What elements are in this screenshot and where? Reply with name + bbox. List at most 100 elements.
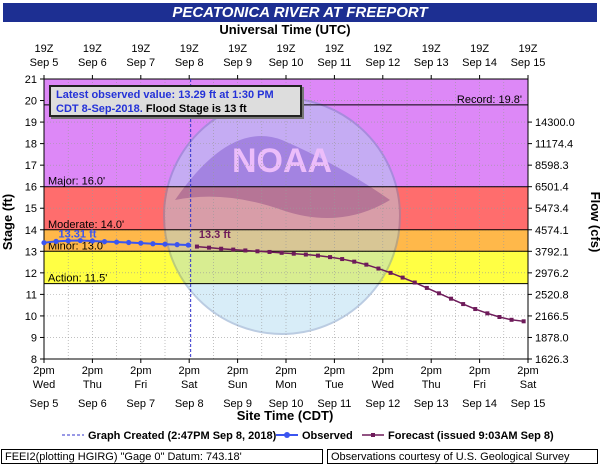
forecast-point [303, 252, 308, 257]
flow-tick-label: 1878.0 [535, 332, 569, 344]
forecast-point [424, 285, 429, 290]
latest-observation-line1: Latest observed value: 13.29 ft at 1:30 … [56, 89, 274, 101]
forecast-point [315, 253, 320, 258]
observed-point [114, 239, 120, 245]
cdt-axis-ticks: 2pm Wed Sep 5 2pm Thu Sep 6 2pm Fri Sep 7 2pm Sat S… [30, 359, 546, 410]
right-axis-label: Flow (cfs) [588, 192, 600, 253]
threshold-label-minor: Minor: 13.0' [48, 240, 105, 252]
forecast-point [243, 248, 248, 253]
observed-series [41, 237, 191, 248]
utc-tick-date: Sep 9 [223, 57, 252, 69]
flow-tick-label: 4574.1 [535, 225, 569, 237]
observed-point [65, 238, 71, 244]
observed-point [53, 238, 59, 244]
forecast-point [340, 257, 345, 262]
flow-tick-label: 3792.1 [535, 246, 569, 258]
utc-tick-date: Sep 11 [317, 57, 351, 69]
legend-forecast-label: Forecast (issued 9:03AM Sep 8) [388, 430, 554, 442]
flow-tick-label: 2520.8 [535, 289, 569, 301]
utc-tick-date: Sep 13 [414, 57, 449, 69]
forecast-point [509, 317, 514, 322]
cdt-tick-date: Sep 15 [511, 398, 546, 410]
forecast-point [219, 246, 224, 251]
forecast-point [207, 245, 212, 250]
observed-point [185, 242, 191, 248]
stage-tick-label: 15 [25, 203, 37, 215]
forecast-point [231, 247, 236, 252]
utc-tick-time: 19Z [277, 43, 296, 55]
cdt-tick-date: Sep 11 [317, 398, 351, 410]
cdt-tick-time: 2pm [227, 365, 248, 377]
cdt-tick-time: 2pm [324, 365, 345, 377]
latest-observation-box: Latest observed value: 13.29 ft at 1:30 … [49, 85, 302, 117]
data-label-forecast: 13.3 ft [199, 229, 231, 241]
flow-tick-label: 6501.4 [535, 182, 569, 194]
stage-tick-label: 16 [25, 182, 37, 194]
cdt-tick-day: Wed [372, 379, 394, 391]
forecast-point [291, 251, 296, 256]
utc-tick-time: 19Z [470, 43, 489, 55]
forecast-line [196, 245, 524, 323]
flood-stage-note: Flood Stage is 13 ft [142, 103, 247, 115]
forecast-point [400, 275, 405, 280]
stage-axis-ticks: 8 9 10 11 12 13 14 15 16 17 18 19 20 21 [25, 74, 44, 366]
cdt-tick-date: Sep 13 [414, 398, 449, 410]
cdt-tick-date: Sep 7 [126, 398, 155, 410]
cdt-tick-date: Sep 8 [175, 398, 204, 410]
legend-forecast-marker [371, 433, 375, 437]
stage-tick-label: 14 [25, 225, 37, 237]
forecast-point [364, 262, 369, 267]
observed-point [126, 239, 132, 246]
utc-tick-time: 19Z [131, 43, 150, 55]
threshold-label-major: Major: 16.0' [48, 176, 105, 188]
utc-tick-time: 19Z [422, 43, 441, 55]
observed-point [101, 239, 108, 245]
utc-tick-date: Sep 14 [462, 57, 497, 69]
stage-tick-label: 20 [25, 96, 37, 108]
utc-tick-date: Sep 7 [126, 57, 155, 69]
forecast-point [497, 315, 502, 319]
legend-observed-label: Observed [302, 430, 353, 442]
cdt-tick-day: Mon [275, 379, 296, 391]
cdt-tick-time: 2pm [372, 365, 393, 377]
utc-tick-date: Sep 8 [175, 57, 204, 69]
stage-tick-label: 11 [26, 289, 37, 301]
svg-text:NOAA: NOAA [232, 142, 332, 180]
stage-tick-label: 9 [31, 332, 37, 344]
forecast-point [412, 280, 417, 285]
flow-tick-label: 2166.5 [535, 311, 569, 323]
observed-point [77, 237, 83, 244]
utc-tick-time: 19Z [325, 43, 344, 55]
cdt-tick-date: Sep 12 [365, 398, 400, 410]
left-axis-label: Stage (ft) [0, 194, 15, 250]
data-label-observed: 13.31 ft [59, 229, 97, 241]
cdt-tick-day: Wed [33, 379, 55, 391]
datum-footer: FEEI2(plotting HGIRG) "Gage 0" Datum: 74… [1, 449, 323, 464]
stage-tick-label: 12 [25, 268, 37, 280]
utc-tick-time: 19Z [83, 43, 102, 55]
flow-tick-label: 5473.4 [535, 203, 569, 215]
observed-point [89, 238, 95, 244]
utc-tick-time: 19Z [519, 43, 538, 55]
latest-observation-date: CDT 8-Sep-2018. [56, 103, 143, 115]
forecast-point [485, 311, 490, 316]
forecast-point [449, 296, 454, 301]
bottom-axis-title: Site Time (CDT) [237, 408, 334, 423]
forecast-point [461, 302, 466, 307]
stage-tick-label: 10 [25, 311, 37, 323]
cdt-tick-day: Sun [228, 379, 248, 391]
stage-tick-label: 13 [25, 246, 37, 258]
flow-tick-label: 8598.3 [535, 160, 569, 172]
cdt-tick-time: 2pm [178, 365, 199, 377]
forecast-point [521, 319, 526, 324]
observed-point [138, 240, 144, 246]
cdt-tick-date: Sep 9 [223, 398, 252, 410]
cdt-tick-time: 2pm [33, 365, 54, 377]
observed-point [41, 240, 47, 246]
cdt-tick-time: 2pm [469, 365, 490, 377]
legend-created-label: Graph Created (2:47PM Sep 8, 2018) [88, 430, 277, 442]
forecast-point [352, 259, 357, 264]
cdt-tick-day: Fri [134, 379, 147, 391]
data-labels: 13.3 ft 13.31 ft [59, 229, 231, 241]
